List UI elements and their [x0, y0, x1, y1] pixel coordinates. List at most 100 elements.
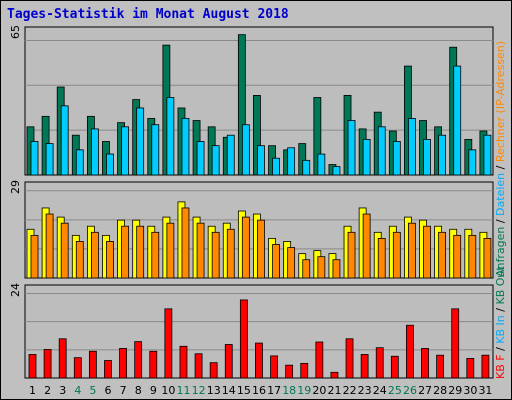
bar-kb-f	[421, 348, 429, 379]
day-label: 7	[120, 384, 127, 397]
bar-files	[45, 143, 54, 176]
chart-title: Tages-Statistik im Monat August 2018	[7, 7, 289, 22]
panel-max-label: 29	[9, 180, 22, 194]
bar-visitors	[211, 231, 220, 279]
bar-visitors	[468, 234, 477, 279]
bar-visitors	[196, 222, 205, 279]
bar-visitors	[60, 222, 69, 279]
bar-files	[453, 65, 462, 176]
legend-part: KB F	[494, 354, 507, 379]
day-label: 22	[343, 384, 357, 397]
day-label: 13	[207, 384, 221, 397]
bar-files	[302, 159, 311, 176]
bar-kb-f	[300, 362, 309, 379]
bar-files	[30, 141, 39, 176]
bar-kb-f	[119, 348, 127, 379]
bar-kb-f	[330, 371, 339, 379]
bar-kb-f	[285, 364, 294, 379]
day-label: 11	[177, 384, 191, 397]
bar-visitors	[272, 244, 280, 279]
bar-files	[90, 128, 99, 176]
bar-kb-f	[224, 344, 233, 379]
day-label: 8	[135, 384, 142, 397]
bar-visitors	[90, 231, 99, 279]
bar-files	[408, 118, 416, 176]
day-label: 18	[282, 384, 296, 397]
bar-files	[60, 105, 69, 176]
bar-kb-f	[104, 360, 112, 379]
bar-kb-f	[194, 353, 203, 379]
bar-kb-f	[73, 357, 82, 379]
day-label: 17	[267, 384, 281, 397]
bar-files	[211, 145, 220, 176]
bar-kb-f	[209, 362, 218, 379]
day-label: 19	[297, 384, 311, 397]
day-label: 3	[59, 384, 66, 397]
bar-visitors	[347, 231, 356, 279]
bar-files	[151, 124, 160, 176]
bar-kb-f	[481, 354, 490, 379]
bar-visitors	[317, 256, 326, 279]
day-label: 29	[448, 384, 462, 397]
bar-files	[392, 141, 401, 176]
bar-visitors	[257, 219, 265, 279]
bar-files	[332, 166, 341, 176]
day-label: 21	[327, 384, 341, 397]
bar-files	[166, 97, 175, 176]
bar-files	[438, 134, 447, 176]
bar-kb-f	[179, 345, 188, 379]
bar-visitors	[181, 207, 190, 279]
legend-part: /	[494, 162, 507, 173]
bar-requests	[313, 97, 322, 176]
bar-files	[226, 134, 235, 176]
legend-part: Anfragen	[494, 227, 507, 277]
day-label: 26	[403, 384, 417, 397]
bar-visitors	[45, 213, 54, 279]
bar-kb-f	[406, 324, 414, 379]
bar-visitors	[75, 241, 84, 279]
bar-files	[75, 149, 84, 176]
bar-files	[121, 126, 129, 176]
bar-requests	[298, 143, 307, 176]
panel-max-label: 24	[9, 283, 22, 297]
bar-visitors	[121, 225, 129, 279]
bar-kb-f	[134, 341, 143, 379]
panel-max-label: 65	[9, 25, 22, 39]
bar-files	[347, 120, 356, 176]
day-label: 6	[105, 384, 112, 397]
bar-files	[423, 138, 431, 176]
day-label: 30	[463, 384, 477, 397]
bar-visitors	[166, 222, 175, 279]
bar-kb-f	[255, 342, 263, 379]
day-label: 1	[29, 384, 36, 397]
legend-bottom: KB F / KB In / KB Out	[494, 266, 507, 379]
legend-top: Anfragen / Dateien / Rechner (IP-Adresse…	[494, 41, 507, 277]
bar-visitors	[483, 238, 492, 279]
bar-files	[317, 153, 326, 176]
bar-kb-f	[315, 341, 324, 379]
legend-part: /	[494, 305, 507, 316]
bar-visitors	[226, 228, 235, 279]
bar-visitors	[438, 231, 447, 279]
bar-kb-f	[239, 299, 248, 379]
bar-files	[106, 153, 114, 176]
bar-visitors	[302, 259, 311, 279]
bar-kb-f	[360, 354, 369, 379]
bar-files	[287, 147, 296, 176]
day-label: 20	[312, 384, 326, 397]
bar-kb-f	[451, 308, 460, 379]
day-label: 28	[433, 384, 447, 397]
day-label: 12	[192, 384, 206, 397]
legend-part: Rechner (IP-Adressen)	[494, 41, 507, 162]
bar-visitors	[362, 213, 371, 279]
bar-kb-f	[88, 350, 97, 379]
legend-part: KB In	[494, 315, 507, 344]
day-label: 10	[161, 384, 175, 397]
bar-visitors	[30, 234, 39, 279]
bar-kb-f	[164, 308, 173, 379]
bar-kb-f	[466, 357, 475, 379]
bar-visitors	[136, 225, 145, 279]
legend-part: KB Out	[494, 266, 507, 305]
bar-files	[241, 124, 250, 176]
bar-kb-f	[345, 338, 354, 379]
